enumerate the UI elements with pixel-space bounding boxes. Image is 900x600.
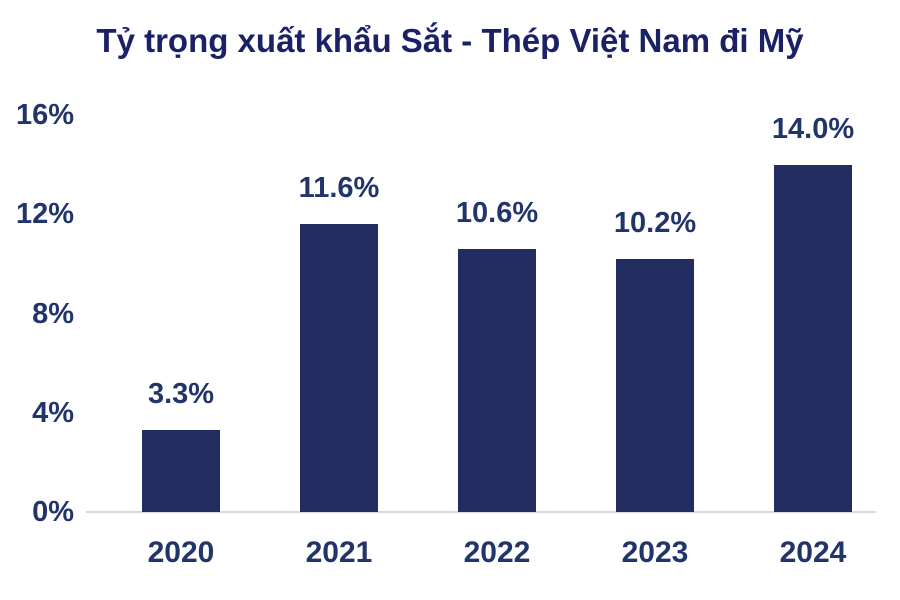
y-tick-label: 16% [15,99,74,131]
chart-title: Tỷ trọng xuất khẩu Sắt - Thép Việt Nam đ… [96,22,804,59]
x-tick-label: 2021 [305,536,373,569]
bar-value-label: 11.6% [298,172,380,205]
bar-2021 [300,224,378,512]
y-tick-label: 12% [15,198,74,231]
bar-value-label: 10.2% [613,206,697,239]
bar-2023 [616,258,694,512]
bar-value-label: 3.3% [147,378,215,411]
x-tick-label: 2023 [621,536,689,569]
y-tick-label: 8% [32,297,74,330]
y-tick-label: 4% [32,396,74,429]
x-tick-label: 2022 [463,536,531,569]
x-axis-line [86,511,876,513]
bar-2022 [458,249,536,512]
bar-2024 [774,164,852,512]
y-tick-label: 0% [32,496,74,528]
x-tick-label: 2020 [147,536,215,569]
bar-value-label: 10.6% [455,197,539,229]
x-tick-label: 2024 [779,536,847,569]
bar-value-label: 14.0% [771,112,855,145]
bar-2020 [142,430,220,512]
